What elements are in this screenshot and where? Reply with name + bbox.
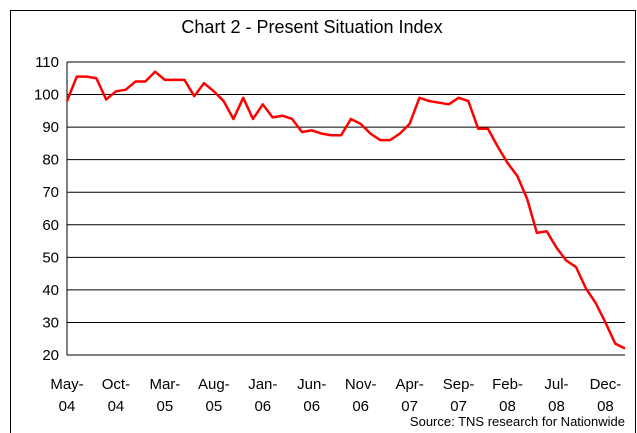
data-line <box>65 70 626 350</box>
x-tick-label-part: Jun- <box>297 376 326 393</box>
x-tick-label: Jun- 06 <box>297 376 326 415</box>
x-tick-label-part: 06 <box>352 398 369 415</box>
x-tick-label-part: May- <box>50 376 83 393</box>
x-tick-label-part: Aug- <box>198 376 230 393</box>
x-tick-label-part: Mar- <box>149 376 180 393</box>
x-tick-label: Oct- 04 <box>102 376 130 415</box>
y-tick-label: 60 <box>42 217 59 234</box>
x-tick-label-part: Sep- <box>443 376 475 393</box>
x-tick-label-part: 08 <box>548 398 565 415</box>
y-tick-label: 100 <box>34 87 59 104</box>
x-tick-label: Nov- 06 <box>345 376 377 415</box>
x-tick-label: Apr- 07 <box>395 376 423 415</box>
x-tick-label-part: Jan- <box>248 376 277 393</box>
x-tick-label: Jan- 06 <box>248 376 277 415</box>
x-tick-label: Sep- 07 <box>443 376 475 415</box>
y-tick-label: 40 <box>42 282 59 299</box>
x-tick-label-part: 05 <box>205 398 222 415</box>
chart-title: Chart 2 - Present Situation Index <box>181 17 442 37</box>
x-tick-label-part: Oct- <box>102 376 130 393</box>
y-tick-label: 20 <box>42 347 59 364</box>
y-tick-label: 90 <box>42 119 59 136</box>
x-tick-label-part: 06 <box>303 398 320 415</box>
x-tick-label: Feb- 08 <box>492 376 523 415</box>
x-tick-label-part: Apr- <box>395 376 423 393</box>
y-tick-label: 70 <box>42 184 59 201</box>
x-tick-label-part: 04 <box>108 398 125 415</box>
x-tick-label-part: Nov- <box>345 376 377 393</box>
x-tick-label-part: 08 <box>597 398 614 415</box>
x-tick-label-part: 05 <box>157 398 174 415</box>
x-tick-label: Aug- 05 <box>198 376 230 415</box>
y-tick-label: 110 <box>35 54 59 71</box>
x-tick-label-part: Dec- <box>590 376 622 393</box>
x-tick-label-part: 07 <box>450 398 467 415</box>
x-tick-label: Mar- 05 <box>149 376 180 415</box>
x-tick-label-part: 06 <box>254 398 271 415</box>
x-tick-label-part: Jul- <box>544 376 568 393</box>
source-note: Source: TNS research for Nationwide <box>410 414 625 429</box>
x-tick-label: May- 04 <box>50 376 83 415</box>
x-tick-label-part: 08 <box>499 398 516 415</box>
x-tick-label: Jul- 08 <box>544 376 568 415</box>
x-tick-label: Dec- 08 <box>590 376 622 415</box>
x-tick-label-part: 04 <box>59 398 76 415</box>
x-tick-label-part: 07 <box>401 398 418 415</box>
y-tick-label: 30 <box>42 314 59 331</box>
y-tick-label: 80 <box>42 152 59 169</box>
y-tick-label: 50 <box>42 249 59 266</box>
chart-frame <box>10 10 636 433</box>
x-tick-label-part: Feb- <box>492 376 523 393</box>
